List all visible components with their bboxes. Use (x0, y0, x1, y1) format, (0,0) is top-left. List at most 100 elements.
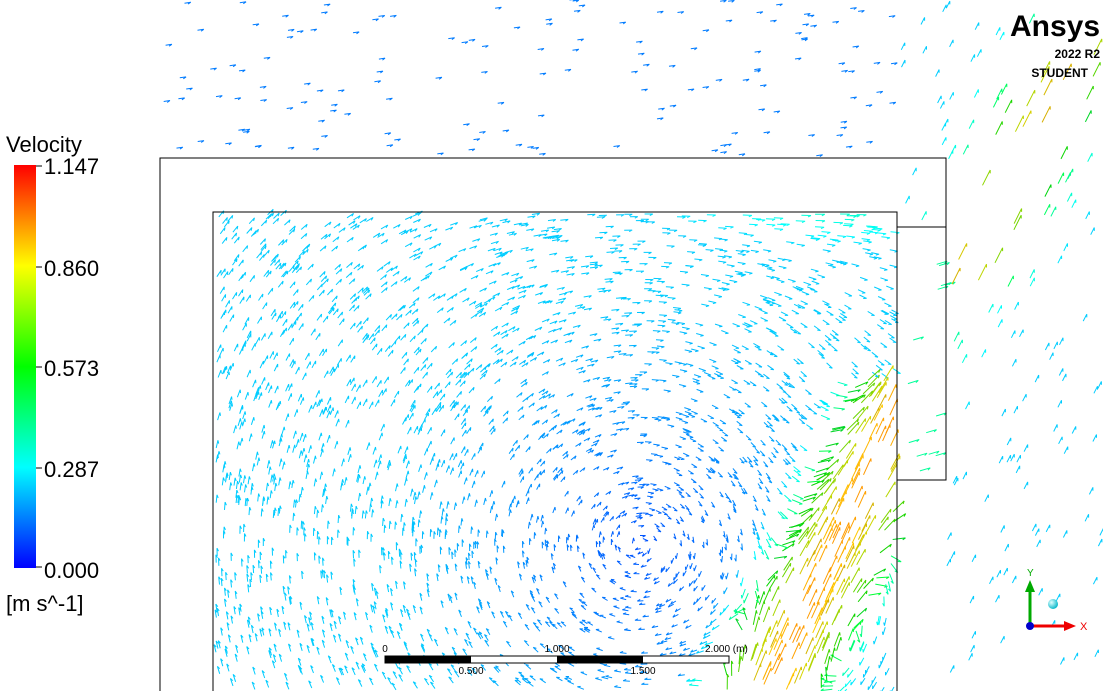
velocity-vector (767, 575, 775, 586)
velocity-vector (487, 406, 492, 412)
velocity-vector (1051, 207, 1056, 217)
velocity-vector (599, 232, 607, 234)
velocity-vector (799, 419, 805, 424)
velocity-vector (709, 359, 716, 362)
velocity-vector (239, 290, 243, 297)
velocity-vector (411, 489, 414, 497)
velocity-vector (797, 244, 805, 246)
velocity-vector (999, 456, 1003, 463)
velocity-vector (551, 340, 558, 343)
velocity-vector (307, 624, 309, 632)
velocity-vector (505, 611, 508, 617)
velocity-vector (805, 467, 815, 471)
velocity-vector (537, 407, 543, 411)
velocity-vector (691, 650, 698, 652)
velocity-vector (863, 249, 871, 251)
velocity-vector (389, 626, 392, 634)
velocity-vector (689, 414, 696, 417)
velocity-vector (831, 648, 835, 662)
velocity-vector (264, 356, 268, 363)
velocity-vector (739, 154, 745, 156)
velocity-vector (625, 629, 631, 631)
velocity-vector (974, 89, 978, 97)
velocity-vector (222, 310, 226, 317)
velocity-vector (257, 252, 262, 258)
velocity-vector (729, 387, 735, 391)
scale-segment (385, 656, 471, 663)
velocity-vector (737, 536, 739, 542)
velocity-vector (446, 465, 449, 472)
velocity-vector (804, 14, 810, 16)
velocity-vector (714, 603, 719, 608)
velocity-vector (654, 581, 659, 584)
velocity-vector (1054, 424, 1058, 431)
velocity-vector (614, 686, 621, 688)
velocity-vector (540, 73, 546, 75)
velocity-vector (445, 627, 448, 634)
velocity-vector (274, 364, 277, 371)
velocity-vector (223, 217, 228, 223)
velocity-vector (617, 531, 619, 537)
velocity-vector (777, 610, 784, 627)
velocity-vector (638, 241, 646, 243)
velocity-vector (369, 402, 373, 409)
velocity-vector (801, 371, 807, 376)
velocity-vector (422, 531, 424, 539)
velocity-vector (339, 228, 345, 233)
velocity-vector (884, 303, 891, 306)
velocity-vector (333, 469, 336, 477)
velocity-vector (356, 321, 361, 327)
velocity-vector (228, 215, 233, 221)
velocity-vector (475, 500, 477, 507)
velocity-vector (832, 330, 838, 335)
velocity-vector (279, 478, 281, 486)
velocity-vector (774, 292, 782, 295)
velocity-vector (668, 319, 676, 321)
velocity-vector (518, 295, 525, 298)
velocity-vector (672, 375, 679, 377)
velocity-vector (855, 453, 863, 469)
velocity-vector (626, 355, 633, 357)
velocity-vector (687, 252, 695, 254)
velocity-vector (408, 427, 411, 434)
velocity-vector (865, 331, 871, 336)
velocity-vector (624, 313, 632, 315)
x-label: X (1080, 621, 1088, 633)
velocity-vector (1045, 185, 1051, 197)
velocity-vector (375, 472, 378, 480)
velocity-vector (234, 237, 239, 243)
velocity-vector (782, 445, 787, 450)
velocity-vector (490, 490, 493, 497)
velocity-vector (236, 481, 238, 489)
velocity-vector (774, 229, 783, 231)
velocity-vector (815, 214, 825, 216)
velocity-vector (523, 562, 525, 569)
velocity-vector (837, 395, 848, 398)
velocity-vector (989, 304, 993, 313)
velocity-vector (1093, 435, 1097, 442)
velocity-vector (623, 482, 629, 484)
velocity-vector (792, 404, 798, 409)
velocity-vector (738, 428, 743, 433)
velocity-vector (323, 558, 325, 566)
velocity-vector (609, 240, 617, 242)
velocity-vector (491, 326, 498, 331)
velocity-vector (1005, 544, 1009, 551)
velocity-vector (299, 494, 301, 502)
velocity-vector (674, 534, 676, 540)
velocity-vector (886, 417, 894, 433)
velocity-vector (723, 531, 725, 537)
velocity-vector (300, 602, 302, 610)
velocity-vector (902, 60, 906, 67)
velocity-vector (503, 221, 511, 223)
velocity-vector (577, 408, 583, 411)
velocity-vector (230, 65, 236, 67)
velocity-vector (731, 481, 735, 486)
velocity-vector (874, 287, 881, 290)
velocity-vector (485, 222, 493, 224)
velocity-vector (526, 604, 529, 610)
velocity-vector (352, 668, 355, 675)
velocity-vector (800, 558, 808, 574)
velocity-vector (682, 421, 689, 424)
velocity-vector (413, 287, 419, 292)
